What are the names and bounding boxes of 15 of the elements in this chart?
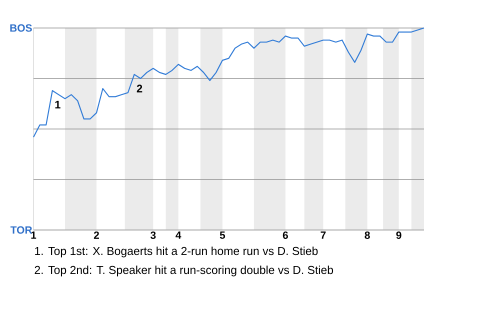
x-tick-label: 9 — [396, 232, 402, 239]
annotation: 2 — [136, 84, 142, 92]
x-tick-label: 2 — [94, 232, 99, 239]
x-tick-label: 8 — [364, 232, 370, 239]
x-tick-label: 6 — [282, 232, 288, 239]
text: BOS — [10, 24, 32, 32]
text: 1. Top 1st: X. Bogaerts hit a 2-run home run vs D. Stieb — [35, 246, 318, 258]
annotation: 1 — [55, 100, 60, 108]
x-tick-label: 5 — [220, 232, 226, 239]
x-tick-label: 1 — [31, 232, 36, 239]
text: TOR — [10, 226, 32, 234]
x-tick-label: 3 — [150, 232, 156, 239]
text: 2. Top 2nd: T. Speaker hit a run-scoring double vs D. Stieb — [34, 266, 334, 276]
x-tick-label: 7 — [320, 232, 326, 239]
x-tick-label: 4 — [176, 232, 182, 239]
